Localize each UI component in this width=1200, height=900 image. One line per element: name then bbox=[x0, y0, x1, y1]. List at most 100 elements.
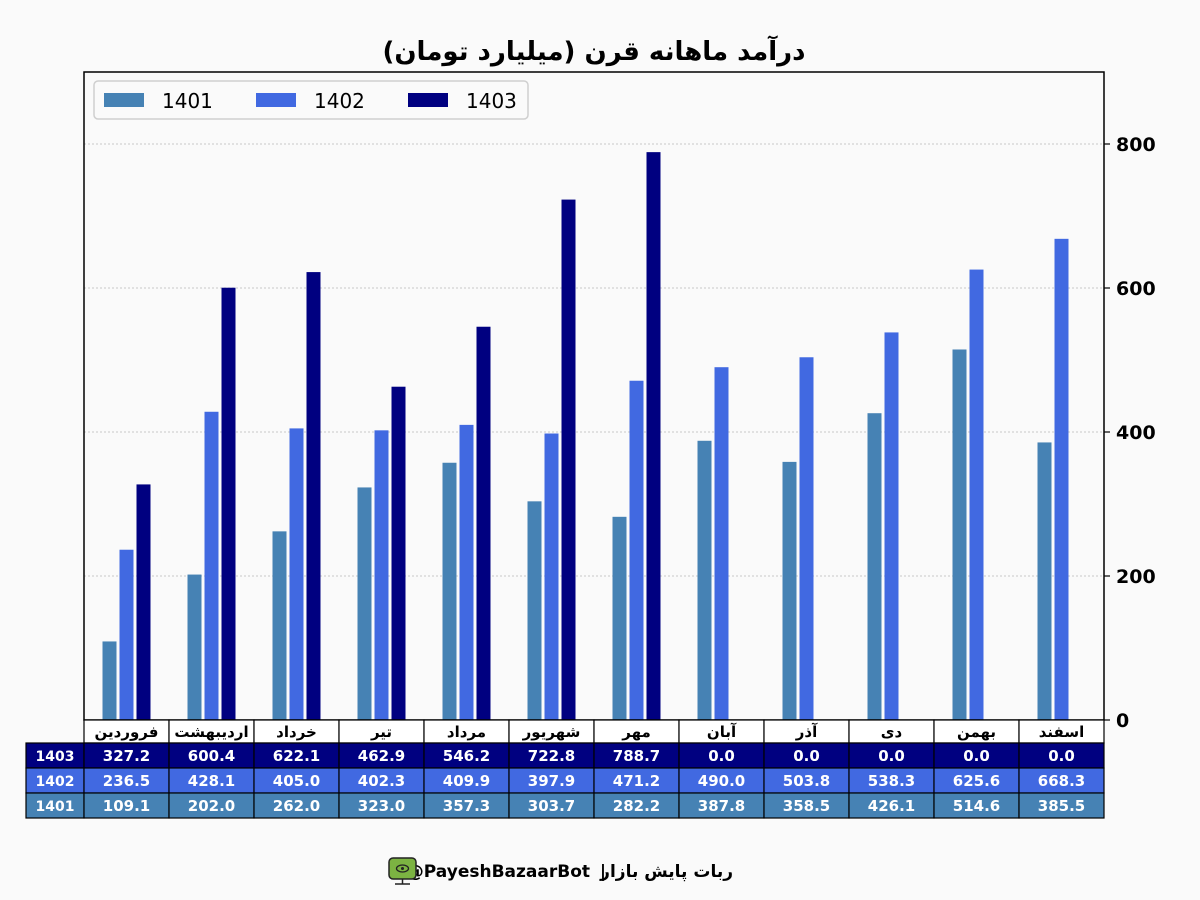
table-value: 405.0 bbox=[273, 772, 320, 790]
monitor-icon bbox=[388, 857, 417, 885]
bar bbox=[391, 386, 406, 720]
table-value: 622.1 bbox=[273, 747, 320, 765]
table-header-label: اسفند bbox=[1039, 723, 1084, 741]
table-header-label: اردیبهشت bbox=[174, 723, 248, 741]
y-tick-label: 400 bbox=[1116, 422, 1156, 444]
table-header-label: شهریور bbox=[522, 723, 581, 741]
bar bbox=[1054, 238, 1069, 720]
table-row-label-cell bbox=[25, 742, 85, 769]
table-value: 109.1 bbox=[103, 797, 150, 815]
data-table: فروردین اردیبهشت خرداد تیر مرداد شهریور مهر آبا… bbox=[25, 719, 1105, 819]
legend-swatch bbox=[256, 93, 296, 107]
legend-label: 1403 bbox=[466, 89, 517, 113]
bar bbox=[459, 424, 474, 720]
table-cell bbox=[593, 742, 680, 769]
table-header-label: تیر bbox=[370, 723, 392, 741]
bar bbox=[799, 357, 814, 720]
table-cell bbox=[508, 792, 595, 819]
footer: ربات پایش بازار | @PayeshBazaarBot bbox=[388, 857, 733, 885]
bar bbox=[697, 440, 712, 720]
y-tick-label: 800 bbox=[1116, 134, 1156, 156]
table-value: 327.2 bbox=[103, 747, 150, 765]
y-tick-label: 0 bbox=[1116, 710, 1129, 732]
bar bbox=[884, 332, 899, 720]
table-value: 538.3 bbox=[868, 772, 915, 790]
table-value: 262.0 bbox=[273, 797, 320, 815]
table-value: 358.5 bbox=[783, 797, 830, 815]
table-cell bbox=[933, 792, 1020, 819]
table-cell bbox=[83, 792, 170, 819]
table-value: 503.8 bbox=[783, 772, 830, 790]
legend: 1401 1402 1403 bbox=[93, 80, 529, 120]
table-cell bbox=[678, 742, 765, 769]
bar bbox=[136, 484, 151, 720]
table-row-label-cell bbox=[25, 767, 85, 794]
table-value: 0.0 bbox=[1048, 747, 1075, 765]
table-cell bbox=[1018, 742, 1105, 769]
table-value: 397.9 bbox=[528, 772, 575, 790]
table-cell bbox=[338, 767, 425, 794]
table-value: 546.2 bbox=[443, 747, 490, 765]
table-header-label: خرداد bbox=[276, 723, 317, 741]
bar bbox=[1037, 442, 1052, 720]
y-tick-label: 200 bbox=[1116, 566, 1156, 588]
legend-label: 1402 bbox=[314, 89, 365, 113]
footer-separator: | bbox=[600, 862, 606, 882]
bar bbox=[221, 287, 236, 720]
table-value: 387.8 bbox=[698, 797, 745, 815]
bar bbox=[272, 531, 287, 720]
table-value: 202.0 bbox=[188, 797, 235, 815]
table-cell bbox=[83, 767, 170, 794]
table-value: 514.6 bbox=[953, 797, 1000, 815]
table-value: 428.1 bbox=[188, 772, 235, 790]
table-cell bbox=[253, 742, 340, 769]
table-value: 462.9 bbox=[358, 747, 405, 765]
table-cell bbox=[423, 767, 510, 794]
table-value: 323.0 bbox=[358, 797, 405, 815]
table-value: 668.3 bbox=[1038, 772, 1085, 790]
table-row-label: 1402 bbox=[36, 774, 75, 790]
table-value: 0.0 bbox=[963, 747, 990, 765]
table-cell bbox=[168, 742, 255, 769]
bar bbox=[289, 428, 304, 720]
grid bbox=[84, 143, 1104, 577]
table-value: 722.8 bbox=[528, 747, 575, 765]
table-cell bbox=[1018, 792, 1105, 819]
table-cell bbox=[338, 792, 425, 819]
table-value: 402.3 bbox=[358, 772, 405, 790]
table-value: 0.0 bbox=[878, 747, 905, 765]
table-value: 357.3 bbox=[443, 797, 490, 815]
table-row-label: 1401 bbox=[36, 799, 75, 815]
bar bbox=[629, 380, 644, 720]
bar bbox=[442, 462, 457, 720]
table-cell bbox=[763, 792, 850, 819]
table-header-label: مرداد bbox=[447, 723, 486, 741]
table-value: 490.0 bbox=[698, 772, 745, 790]
legend-label: 1401 bbox=[162, 89, 213, 113]
bar bbox=[612, 516, 627, 720]
table-cell bbox=[763, 767, 850, 794]
bar bbox=[646, 152, 661, 721]
table-cell bbox=[593, 767, 680, 794]
table-value: 303.7 bbox=[528, 797, 575, 815]
table-header-label: بهمن bbox=[957, 723, 996, 741]
chart-title: درآمد ماهانه قرن (میلیارد تومان) bbox=[382, 35, 805, 67]
legend-swatch bbox=[104, 93, 144, 107]
bar bbox=[374, 430, 389, 720]
bar bbox=[969, 269, 984, 720]
table-value: 409.9 bbox=[443, 772, 490, 790]
table-cell bbox=[168, 792, 255, 819]
table-row-label-cell bbox=[25, 792, 85, 819]
bar bbox=[714, 367, 729, 720]
table-header-label: آبان bbox=[707, 723, 737, 741]
table-cell bbox=[593, 792, 680, 819]
table-value: 0.0 bbox=[793, 747, 820, 765]
table-cell bbox=[338, 742, 425, 769]
table-value: 282.2 bbox=[613, 797, 660, 815]
table-cell bbox=[423, 792, 510, 819]
table-row-label: 1403 bbox=[36, 749, 75, 765]
table-header-label: مهر bbox=[621, 723, 651, 741]
table-value: 236.5 bbox=[103, 772, 150, 790]
bar bbox=[102, 641, 117, 720]
table-header-label: فروردین bbox=[95, 723, 159, 741]
